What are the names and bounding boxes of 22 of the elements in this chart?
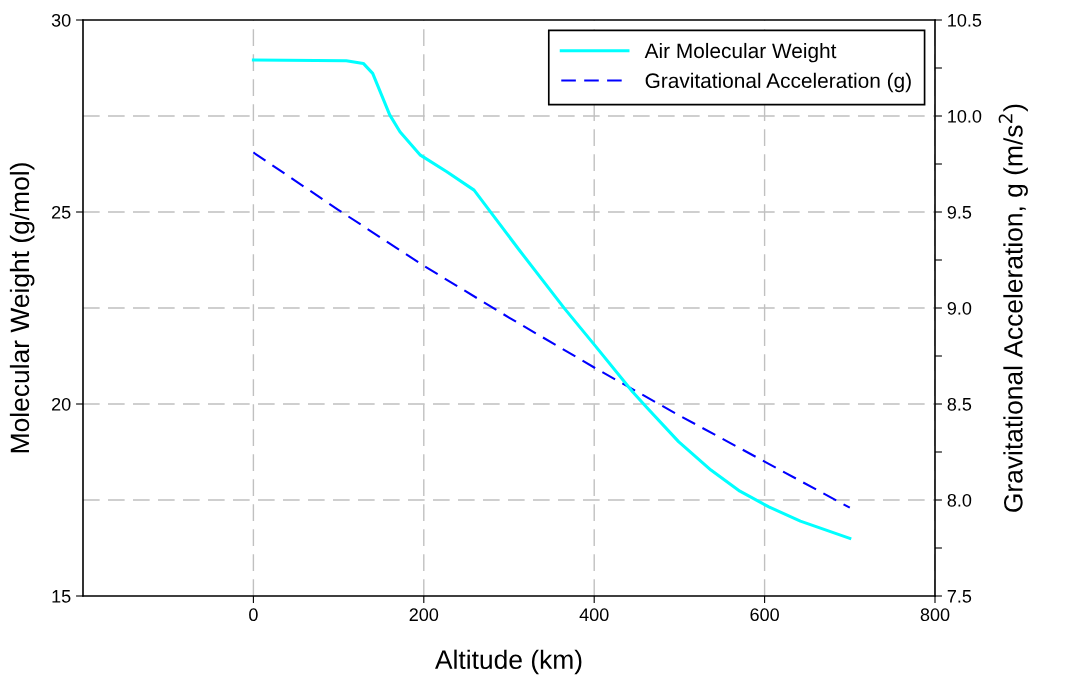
x-tick-label: 800	[920, 608, 950, 622]
x-tick-label: 600	[750, 608, 779, 622]
legend-label: Gravitational Acceleration (g)	[645, 72, 911, 93]
y2-axis-title: Gravitational Acceleration, g (m/s$^{2}$)	[998, 104, 1028, 512]
y2-tick-label: 8.5	[947, 397, 972, 411]
y2-tick-label: 8.0	[947, 493, 972, 507]
y2-tick-label: 7.5	[947, 590, 972, 603]
y2-tick-label: 10.5	[948, 13, 982, 27]
legend-label: Air Molecular Weight	[644, 42, 837, 63]
y-tick-label: 20	[52, 397, 71, 411]
y-tick-label: 30	[51, 13, 71, 27]
line-series	[252, 151, 851, 509]
y-tick-label: 15	[52, 590, 71, 603]
x-tick-label: 400	[579, 608, 609, 622]
y2-tick-label: 10.0	[948, 109, 982, 123]
y-axis-title: Molecular Weight (g/mol)	[9, 163, 35, 453]
x-tick-label: 0	[249, 608, 258, 622]
y-tick-label: 25	[52, 205, 71, 219]
y2-tick-label: 9.0	[947, 301, 972, 315]
x-axis-title: Altitude (km)	[435, 649, 582, 675]
x-tick-label: 200	[409, 608, 439, 622]
y2-tick-label: 9.5	[947, 205, 972, 219]
